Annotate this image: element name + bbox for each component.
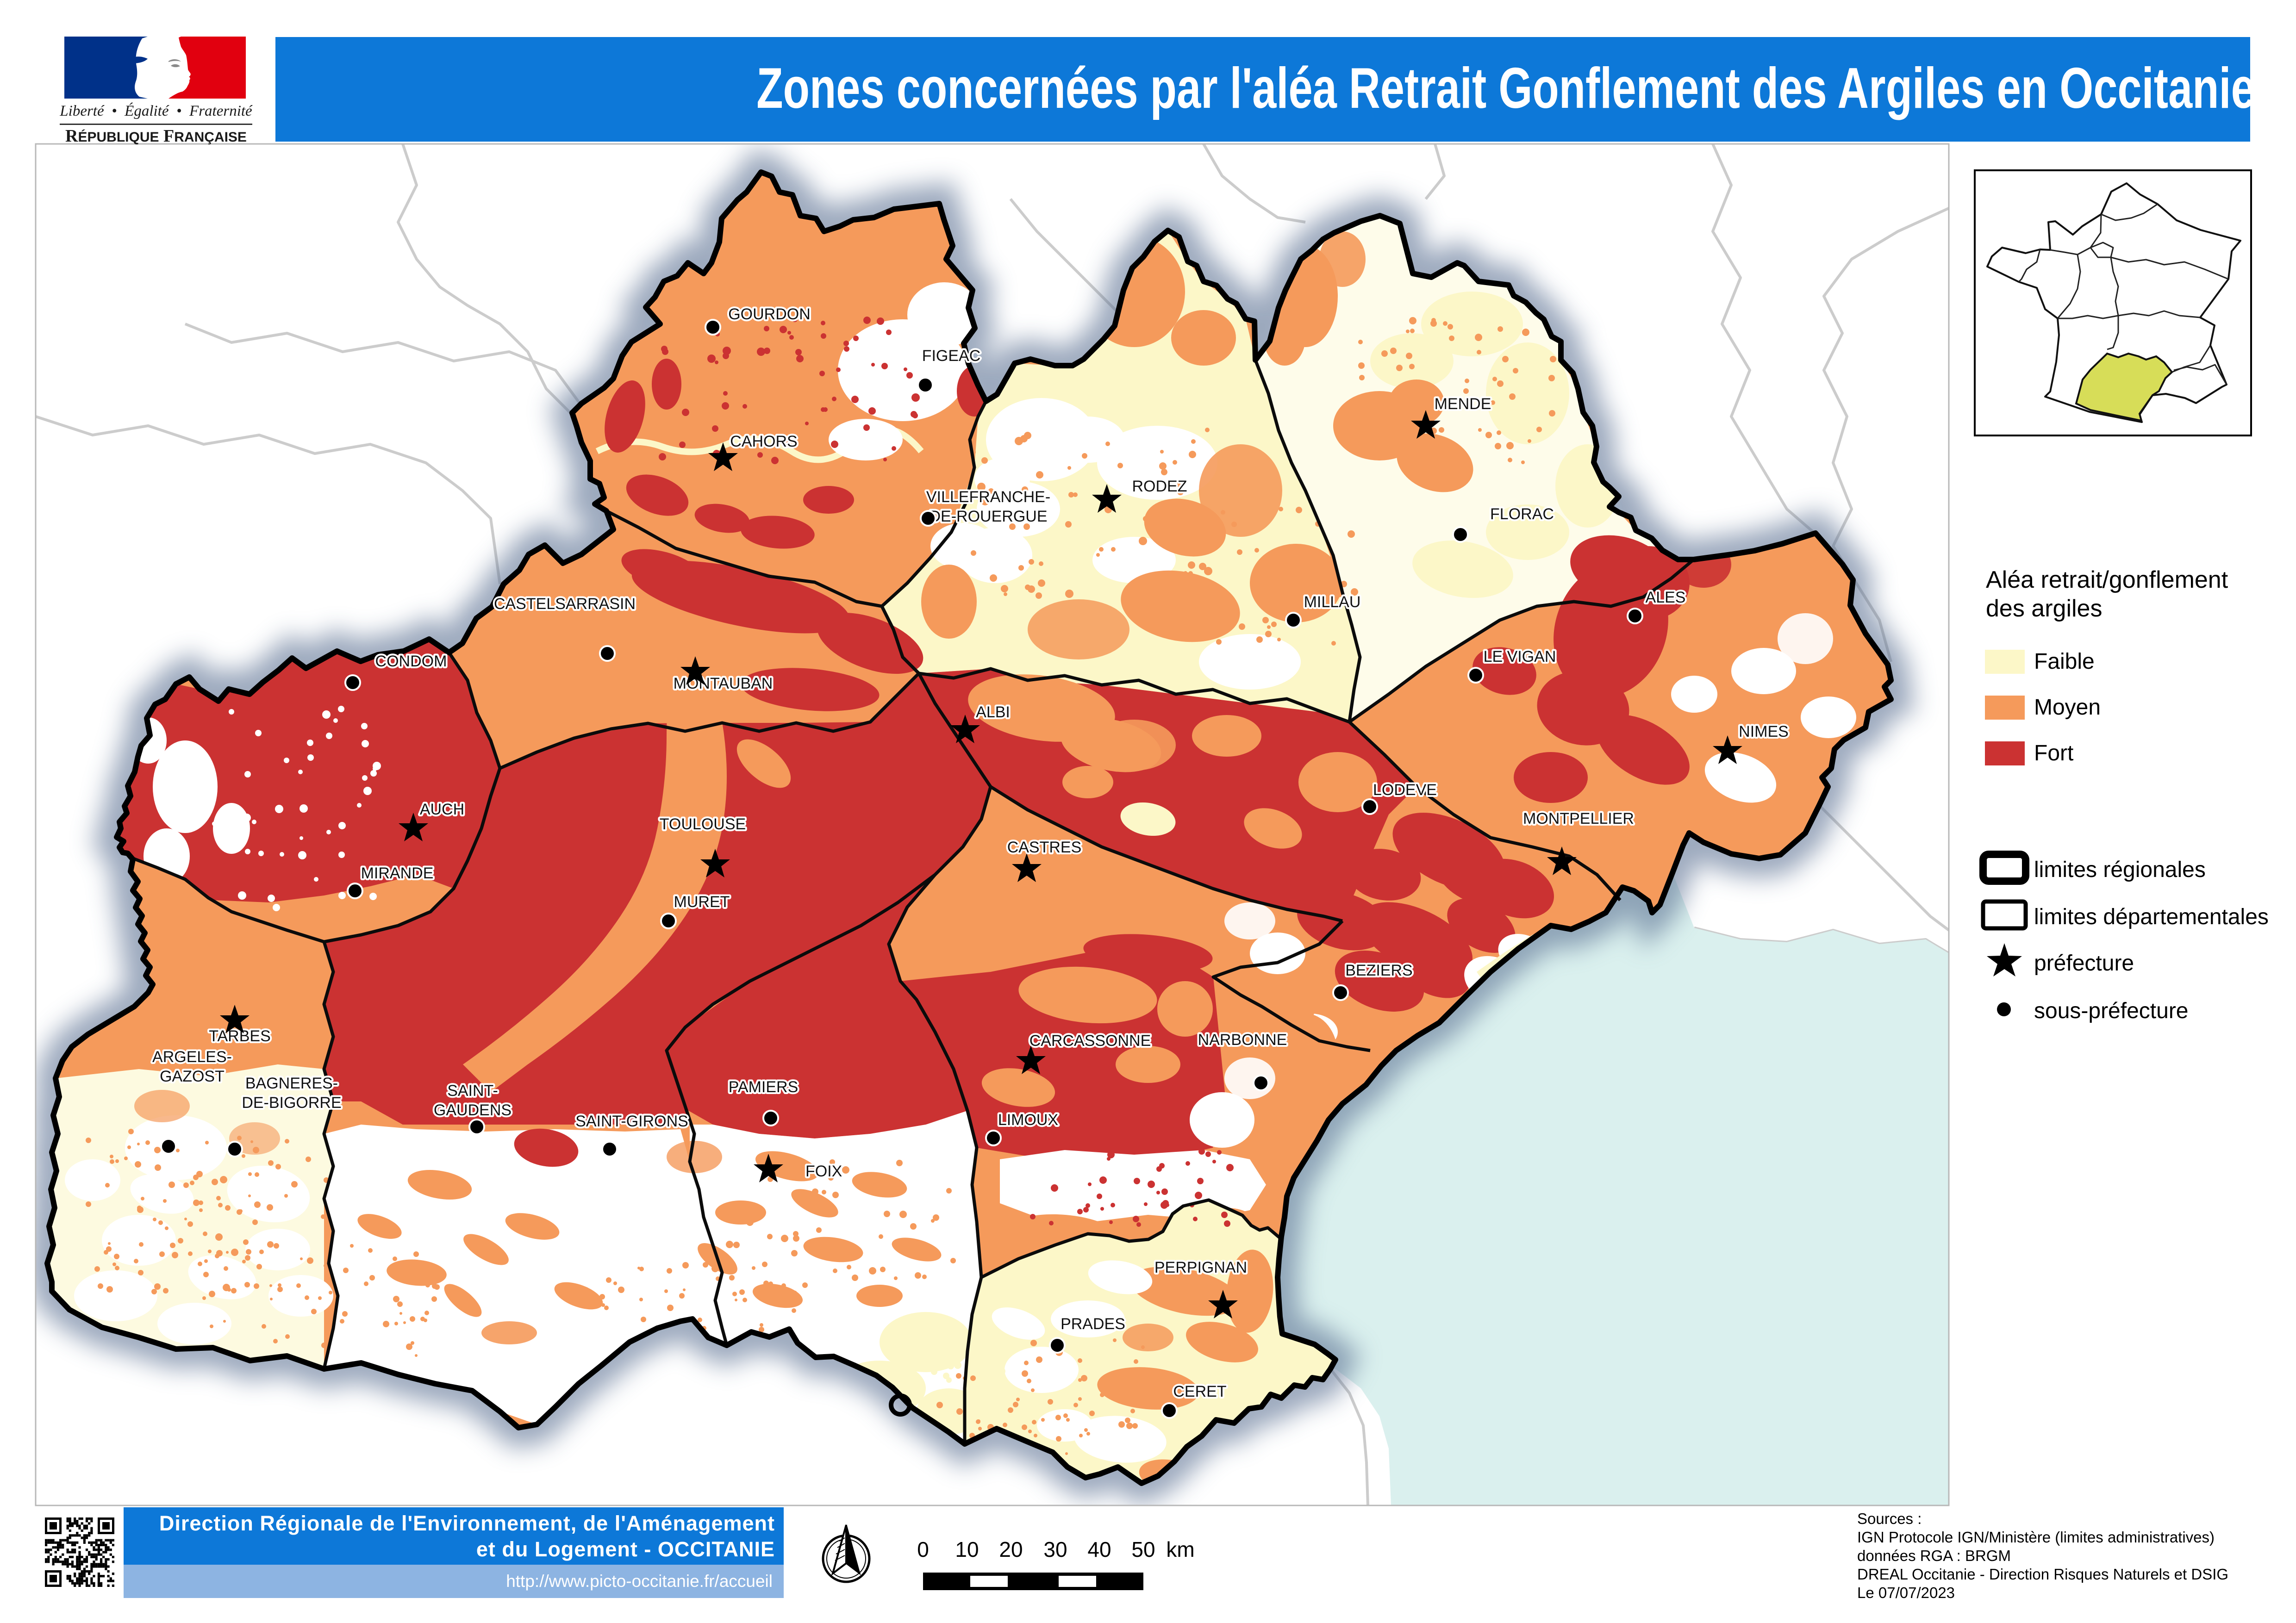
svg-text:km: km: [1166, 1537, 1194, 1561]
svg-text:FOIX: FOIX: [805, 1163, 842, 1180]
svg-text:20: 20: [999, 1537, 1023, 1561]
svg-text:LODEVE: LODEVE: [1373, 781, 1437, 799]
svg-text:CARCASSONNE: CARCASSONNE: [1029, 1032, 1151, 1050]
svg-text:CERET: CERET: [1173, 1383, 1226, 1400]
svg-text:MURET: MURET: [674, 893, 730, 911]
svg-text:GOURDON: GOURDON: [728, 305, 811, 323]
svg-text:BAGNERES-: BAGNERES-: [245, 1075, 338, 1092]
svg-text:BEZIERS: BEZIERS: [1345, 962, 1412, 979]
svg-text:GAZOST: GAZOST: [160, 1068, 225, 1085]
svg-text:50: 50: [1131, 1537, 1155, 1561]
svg-text:10: 10: [955, 1537, 979, 1561]
svg-text:DE-ROUERGUE: DE-ROUERGUE: [929, 508, 1047, 525]
svg-text:FIGEAC: FIGEAC: [922, 347, 981, 365]
svg-text:ALES: ALES: [1646, 589, 1686, 606]
svg-text:PRADES: PRADES: [1061, 1315, 1125, 1333]
svg-text:LIMOUX: LIMOUX: [998, 1111, 1058, 1129]
svg-text:AUCH: AUCH: [420, 801, 464, 818]
svg-text:ARGELES-: ARGELES-: [152, 1048, 232, 1066]
svg-text:LE VIGAN: LE VIGAN: [1484, 648, 1556, 665]
svg-text:GAUDENS: GAUDENS: [434, 1101, 512, 1119]
svg-text:40: 40: [1087, 1537, 1111, 1561]
svg-text:CASTELSARRASIN: CASTELSARRASIN: [494, 595, 636, 613]
svg-text:SAINT-: SAINT-: [447, 1082, 498, 1100]
svg-text:NIMES: NIMES: [1739, 723, 1789, 740]
svg-text:NARBONNE: NARBONNE: [1198, 1031, 1287, 1049]
svg-text:30: 30: [1043, 1537, 1067, 1561]
svg-text:MENDE: MENDE: [1435, 395, 1491, 413]
svg-text:VILLEFRANCHE-: VILLEFRANCHE-: [926, 488, 1050, 506]
svg-text:SAINT-GIRONS: SAINT-GIRONS: [575, 1113, 688, 1130]
svg-text:RODEZ: RODEZ: [1132, 478, 1187, 495]
svg-text:FLORAC: FLORAC: [1490, 505, 1554, 523]
svg-text:MILLAU: MILLAU: [1304, 593, 1361, 611]
svg-text:0: 0: [917, 1537, 929, 1561]
svg-text:PERPIGNAN: PERPIGNAN: [1154, 1259, 1247, 1276]
svg-text:CAHORS: CAHORS: [730, 433, 797, 450]
svg-text:TOULOUSE: TOULOUSE: [660, 815, 746, 833]
svg-text:CONDOM: CONDOM: [375, 653, 447, 670]
svg-text:PAMIERS: PAMIERS: [729, 1078, 799, 1096]
svg-text:ALBI: ALBI: [976, 703, 1010, 721]
svg-text:MONTPELLIER: MONTPELLIER: [1523, 810, 1634, 827]
svg-text:DE-BIGORRE: DE-BIGORRE: [242, 1094, 341, 1112]
svg-text:MIRANDE: MIRANDE: [361, 864, 434, 882]
svg-text:CASTRES: CASTRES: [1007, 839, 1082, 856]
